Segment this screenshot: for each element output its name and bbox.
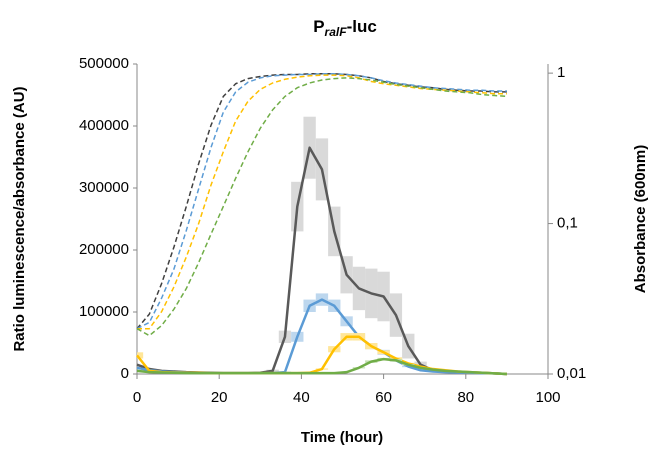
title-subscript: ralF xyxy=(325,25,348,39)
y-axis-label: Ratio luminescence/absorbance (AU) xyxy=(11,86,28,351)
y2-axis-label: Absorbance (600nm) xyxy=(632,145,649,293)
chart-title: PralF-luc xyxy=(313,17,377,39)
title-suffix: -luc xyxy=(347,17,377,36)
y-tick-label: 0 xyxy=(121,365,129,382)
series-line xyxy=(136,73,507,330)
x-tick-label: 60 xyxy=(375,389,392,406)
error-band xyxy=(137,352,144,359)
title-main: P xyxy=(313,17,324,36)
x-tick-label: 40 xyxy=(293,389,310,406)
y-tick-label: 100000 xyxy=(79,303,129,320)
y2-tick-label: 1 xyxy=(557,64,565,81)
y-tick-label: 300000 xyxy=(79,179,129,196)
x-tick-label: 20 xyxy=(211,389,228,406)
y-tick-label: 200000 xyxy=(79,241,129,258)
series-line xyxy=(137,74,507,330)
y-tick-label: 500000 xyxy=(79,55,129,72)
series-line xyxy=(136,73,507,330)
series-line xyxy=(136,77,507,337)
x-tick-label: 80 xyxy=(457,389,474,406)
series-line xyxy=(136,298,507,376)
x-tick-label: 0 xyxy=(133,389,141,406)
series-line xyxy=(136,357,507,376)
x-tick-label: 100 xyxy=(535,389,560,406)
y-tick-label: 400000 xyxy=(79,117,129,134)
y2-tick-label: 0,1 xyxy=(557,215,578,232)
series-line xyxy=(136,335,507,376)
x-axis-label: Time (hour) xyxy=(301,429,383,446)
y2-tick-label: 0,01 xyxy=(557,365,586,382)
